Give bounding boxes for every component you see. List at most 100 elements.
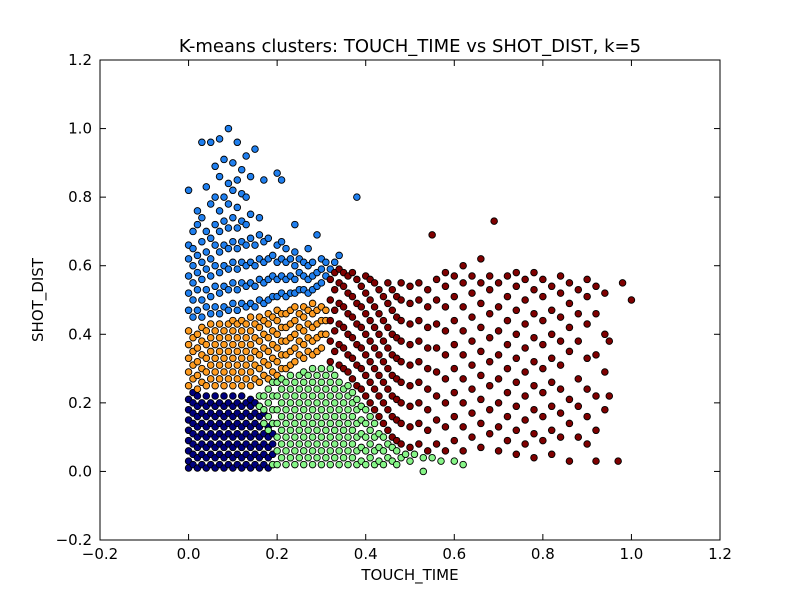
cluster-4-point-20 [339,282,348,291]
cluster-4-point-66 [370,279,379,287]
cluster-2-point-2 [184,272,193,280]
cluster-1-point-26 [206,347,215,356]
cluster-1-point-47 [224,333,233,342]
cluster-4-point-224 [512,306,521,315]
cluster-2-point-167 [322,258,330,267]
cluster-4-point-228 [521,416,529,424]
cluster-4-point-187 [477,371,485,380]
cluster-3-point-82 [313,412,321,421]
cluster-4-point-142 [432,440,441,448]
cluster-2-point-163 [317,279,326,287]
cluster-4-point-173 [459,303,467,311]
cluster-3-point-18 [273,405,281,414]
cluster-3-point-177 [392,447,401,455]
cluster-1-point-52 [229,340,237,349]
cluster-4-point-118 [406,361,414,369]
cluster-3-point-109 [330,453,339,462]
cluster-4-point-281 [583,440,591,448]
cluster-4-point-120 [406,320,414,328]
cluster-4-point-4 [326,275,335,284]
cluster-4-point-296 [601,330,609,339]
cluster-3-point-93 [317,364,326,373]
cluster-4-point-95 [388,306,397,315]
cluster-3-point-83 [313,399,321,407]
cluster-2-point-65 [224,200,233,208]
cluster-4-point-269 [565,419,574,428]
plot-frame [99,59,721,541]
cluster-4-point-291 [592,351,600,359]
cluster-4-point-96 [388,285,397,294]
cluster-1-point-33 [211,327,219,335]
cluster-2-point-145 [291,248,299,256]
cluster-1-point-1 [184,368,193,376]
cluster-3-point-31 [282,419,290,428]
cluster-4-point-271 [565,347,574,356]
cluster-2-point-5 [184,186,193,195]
cluster-3-point-74 [308,419,317,428]
cluster-3-point-5 [264,426,273,435]
cluster-4-point-146 [432,344,441,352]
cluster-1-point-72 [246,368,255,376]
cluster-4-point-106 [397,419,405,428]
cluster-2-point-58 [220,193,228,201]
cluster-4-point-193 [485,429,494,438]
cluster-1-point-29 [211,381,219,390]
cluster-3-point-120 [335,405,343,414]
cluster-3-point-97 [322,412,330,421]
cluster-4-point-67 [375,412,383,421]
cluster-0-point-83 [229,392,237,400]
cluster-4-point-276 [574,402,583,411]
cluster-3-point-65 [304,440,312,448]
cluster-4-point-301 [618,279,627,287]
cluster-4-point-1 [326,337,335,345]
cluster-4-point-30 [348,333,357,342]
cluster-4-point-234 [521,275,529,284]
cluster-4-point-191 [477,279,485,287]
cluster-4-point-41 [357,364,366,373]
cluster-2-point-162 [313,231,321,239]
cluster-4-point-117 [406,381,414,390]
cluster-3-point-107 [326,378,335,387]
cluster-2-point-7 [189,296,197,304]
cluster-4-point-139 [423,303,432,311]
cluster-3-point-179 [401,450,410,459]
cluster-4-point-208 [494,303,503,311]
cluster-4-point-241 [530,309,538,318]
cluster-2-point-117 [260,176,268,184]
cluster-4-point-292 [592,309,600,318]
cluster-3-point-95 [322,440,330,448]
cluster-2-point-29 [202,227,211,236]
cluster-3-point-32 [282,405,290,414]
cluster-2-point-37 [206,138,215,147]
cluster-2-point-36 [206,200,215,208]
cluster-4-point-64 [370,323,379,332]
cluster-2-point-44 [211,162,219,171]
cluster-3-point-131 [344,433,352,441]
cluster-4-point-113 [397,279,405,287]
cluster-1-point-24 [206,375,215,383]
cluster-3-point-91 [317,392,326,400]
cluster-3-point-105 [326,405,335,414]
cluster-3-point-117 [335,447,343,455]
cluster-4-point-51 [361,289,370,297]
cluster-3-point-36 [286,440,295,448]
cluster-2-point-112 [255,213,264,222]
cluster-3-point-88 [317,433,326,441]
x-tick-label: 0.8 [531,545,555,563]
cluster-3-point-33 [282,392,290,400]
cluster-2-point-146 [291,220,299,229]
cluster-4-point-185 [477,419,485,428]
cluster-4-point-213 [503,364,512,373]
cluster-4-point-284 [583,354,591,363]
cluster-3-point-99 [322,385,330,393]
cluster-1-point-61 [237,368,246,376]
cluster-3-point-19 [273,392,281,400]
cluster-4-point-264 [556,337,565,345]
cluster-3-point-129 [344,460,352,469]
cluster-4-point-55 [366,357,374,366]
cluster-1-point-158 [322,306,330,315]
cluster-4-point-250 [539,292,547,301]
cluster-4-point-277 [574,375,583,383]
cluster-4-point-247 [539,364,547,373]
